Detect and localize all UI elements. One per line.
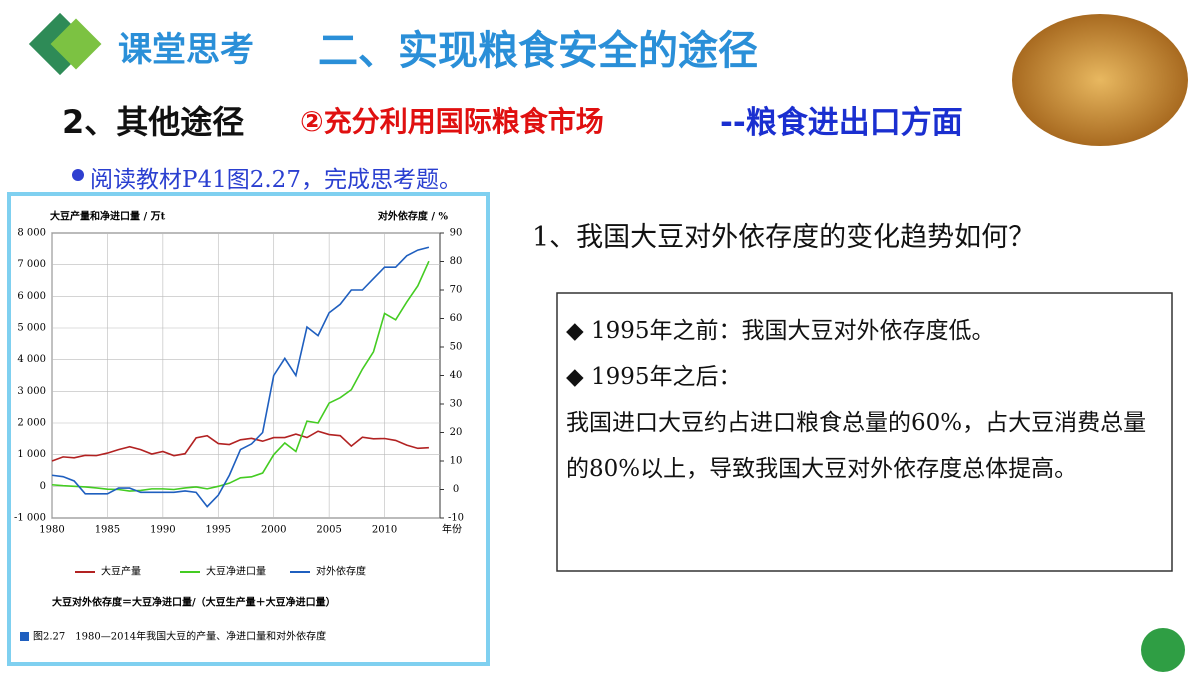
soybean-photo (1012, 14, 1188, 146)
y-tick-label: 8 000 (17, 228, 46, 239)
y-tick-label: -1 000 (14, 513, 46, 524)
x-tick-label: 1990 (150, 525, 175, 536)
subtitle: ②充分利用国际粮食市场 (300, 105, 604, 138)
y-tick-label: 7 000 (17, 259, 46, 270)
question: 1、我国大豆对外依存度的变化趋势如何？ (532, 222, 1036, 253)
figure-caption: 图2.27 1980—2014年我国大豆的产量、净进口量和对外依存度 (33, 630, 326, 643)
y2-tick-label: 50 (450, 342, 463, 353)
figure-frame (7, 192, 490, 666)
legend-label: 大豆净进口量 (206, 565, 266, 578)
x-tick-label: 1980 (39, 525, 64, 536)
slide-title: 二、实现粮食安全的途径 (318, 28, 758, 74)
x-tick-label: 1985 (95, 525, 120, 536)
series-line (51, 246, 430, 508)
answer-box (556, 292, 1173, 572)
y2-tick-label: 30 (450, 399, 463, 410)
y-axis-title: 大豆产量和净进口量 / 万t (50, 210, 166, 223)
x-tick-label: 1995 (206, 525, 231, 536)
y-tick-label: 6 000 (17, 291, 46, 302)
y2-tick-label: 60 (450, 313, 463, 324)
y2-tick-label: 90 (450, 228, 463, 239)
y-tick-label: 0 (40, 481, 46, 492)
y-tick-label: 2 000 (17, 418, 46, 429)
caption-mark (20, 632, 29, 641)
answer: ◆ 1995年之前：我国大豆对外依存度低。 ◆ 1995年之后： 我国进口大豆约… (566, 308, 1166, 492)
chart: -1 000 0 1 000 2 000 3 000 4 000 5 000 6 000 7 0… (14, 210, 464, 643)
answer-line: ◆ 1995年之前：我国大豆对外依存度低。 (566, 318, 995, 344)
y2-tick-label: 20 (450, 427, 463, 438)
globe-icon (1141, 628, 1185, 672)
y-tick-label: 5 000 (17, 323, 46, 334)
answer-line: 我国进口大豆约占进口粮食总量的60%，占大豆消费总量的80%以上，导致我国大豆对… (566, 410, 1147, 482)
y2-tick-label: -10 (448, 513, 464, 524)
bullet (72, 169, 84, 181)
x-axis-title: 年份 (442, 523, 462, 536)
y2-tick-label: 40 (450, 370, 463, 381)
formula: 大豆对外依存度＝大豆净进口量/（大豆生产量＋大豆净进口量） (52, 596, 336, 609)
answer-line: ◆ 1995年之后： (566, 364, 742, 390)
y2-tick-label: 80 (450, 256, 463, 267)
y-tick-label: 1 000 (17, 449, 46, 460)
instruction: 阅读教材P41图2.27，完成思考题。 (90, 167, 462, 193)
series-line (51, 430, 429, 462)
y-tick-label: 4 000 (17, 354, 46, 365)
section-tag: 课堂思考 (118, 30, 254, 70)
x-tick-label: 2010 (372, 525, 397, 536)
subtitle: --粮食进出口方面 (720, 105, 963, 141)
subtitle: 2、其他途径 (62, 103, 245, 141)
y2-tick-label: 70 (450, 285, 463, 296)
legend-label: 大豆产量 (101, 565, 141, 578)
y-tick-label: 3 000 (17, 386, 46, 397)
x-tick-label: 2005 (316, 525, 341, 536)
legend-label: 对外依存度 (316, 565, 366, 578)
y2-tick-label: 10 (450, 456, 463, 467)
logo (28, 12, 102, 76)
y2-tick-label: 0 (453, 484, 459, 495)
x-tick-label: 2000 (261, 525, 286, 536)
y2-axis-title: 对外依存度 / % (378, 210, 449, 223)
